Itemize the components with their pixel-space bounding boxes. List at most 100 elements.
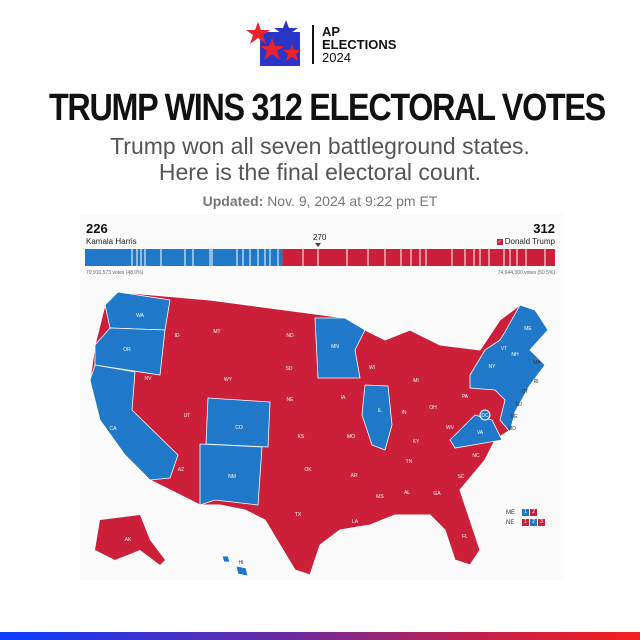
maine-split-legend: ME 1 2 (506, 509, 537, 516)
district-box: 2 (530, 509, 537, 516)
state-label-il: IL (378, 408, 382, 414)
state-label-ar: AR (351, 473, 358, 479)
logo-elections: ELECTIONS (322, 36, 397, 52)
electoral-bar (85, 249, 555, 266)
district-box: 1 (522, 509, 529, 516)
state-shape-hi[interactable] (221, 555, 231, 563)
split-state-label: NE (506, 519, 515, 526)
state-label-nh: NH (511, 352, 519, 358)
dc-marker[interactable] (479, 409, 491, 421)
state-label-fl: FL (462, 534, 468, 540)
state-shape-ak (95, 515, 165, 565)
state-label-ky: KY (413, 439, 420, 445)
state-label-md: MD (508, 426, 516, 432)
state-label-mt: MT (213, 329, 220, 335)
state-shape-ca[interactable] (89, 364, 179, 481)
state-shape-nm[interactable] (199, 443, 263, 506)
state-shape-il[interactable] (361, 384, 393, 451)
state-label-va: VA (477, 430, 484, 436)
state-label-ri: RI (534, 379, 539, 385)
state-label-wa: WA (136, 313, 145, 319)
state-label-ut: UT (184, 413, 191, 419)
state-label-pa: PA (462, 394, 469, 400)
winner-check-icon: ✓ (496, 239, 503, 245)
district-box: 3 (538, 519, 545, 526)
district-box: 1 (522, 519, 529, 526)
state-label-tx: TX (295, 512, 302, 518)
state-label-sc: SC (458, 474, 465, 480)
split-state-label: ME (506, 509, 515, 516)
state-label-ks: KS (298, 434, 305, 440)
updated-value: Nov. 9, 2024 at 9:22 pm ET (267, 193, 438, 209)
headline-wrapper: TRUMP WINS 312 ELECTORAL VOTES (0, 86, 640, 132)
harris-name: Kamala Harris (86, 237, 137, 246)
state-label-wi: WI (369, 365, 375, 371)
state-label-wv: WV (446, 425, 455, 431)
state-label-dc: DC (481, 413, 489, 419)
state-shape-va[interactable] (449, 414, 503, 449)
state-label-vt: VT (501, 346, 507, 352)
state-label-oh: OH (429, 405, 437, 411)
state-label-wy: WY (224, 377, 233, 383)
state-label-me: ME (524, 326, 532, 332)
harris-ev: 226 (86, 221, 108, 236)
stars-logo-icon (246, 20, 301, 66)
district-box: 2 (530, 519, 537, 526)
state-shape-or[interactable] (94, 327, 166, 376)
ap-elections-logo: AP ELECTIONS 2024 (246, 20, 396, 68)
state-label-de: DE (511, 414, 519, 420)
state-label-nv: NV (145, 376, 153, 382)
threshold-marker-icon (315, 243, 321, 247)
state-label-hi: HI (239, 560, 244, 566)
state-label-mo: MO (347, 434, 355, 440)
state-label-co: CO (235, 425, 243, 431)
state-label-tn: TN (406, 459, 413, 465)
threshold-label: 270 (313, 233, 327, 242)
harris-bar-segment (85, 249, 283, 266)
state-label-ms: MS (376, 494, 384, 500)
state-label-ct: CT (522, 389, 529, 395)
gradient-stripe (0, 632, 640, 640)
harris-votes: 70,910,573 votes (48.0%) (86, 270, 144, 276)
state-label-ca: CA (110, 426, 118, 432)
republican-states-shape (89, 291, 549, 576)
trump-votes: 74,644,300 votes (50.5%) (497, 270, 555, 276)
trump-ev: 312 (533, 221, 555, 236)
state-label-ak: AK (125, 537, 132, 543)
state-shape-mn[interactable] (314, 317, 366, 379)
state-label-ma: MA (533, 360, 541, 366)
subhead-line-1: Trump won all seven battleground states. (110, 133, 530, 159)
state-label-az: AZ (178, 467, 184, 473)
trump-bar-segment (282, 249, 555, 266)
state-label-la: LA (352, 519, 359, 525)
state-label-mn: MN (331, 344, 339, 350)
state-label-ok: OK (304, 467, 312, 473)
state-label-ne: NE (287, 397, 295, 403)
updated-label: Updated: (202, 193, 264, 209)
updated-timestamp: Updated: Nov. 9, 2024 at 9:22 pm ET (0, 193, 640, 209)
state-label-nd: ND (286, 333, 294, 339)
state-label-id: ID (175, 333, 180, 339)
logo-year: 2024 (322, 49, 351, 65)
state-label-ga: GA (433, 491, 441, 497)
nebraska-split-legend: NE 1 2 3 (506, 519, 545, 526)
state-label-nm: NM (228, 474, 236, 480)
state-label-or: OR (123, 347, 131, 353)
state-label-sd: SD (286, 366, 293, 372)
state-label-nj: NJ (516, 402, 523, 408)
logo-ap: AP (322, 23, 341, 39)
state-shape-hi2[interactable] (235, 565, 249, 577)
state-label-in: IN (402, 410, 407, 416)
trump-name: Donald Trump (504, 237, 555, 246)
state-label-ny: NY (489, 364, 497, 370)
state-label-ia: IA (341, 395, 346, 401)
trump-name-row: ✓ Donald Trump (496, 237, 555, 247)
state-shape-ne_reg[interactable] (469, 304, 549, 433)
state-shape-co[interactable] (205, 397, 271, 448)
state-label-nc: NC (472, 453, 480, 459)
headline: TRUMP WINS 312 ELECTORAL VOTES (48, 87, 606, 129)
state-label-mi: MI (413, 378, 419, 384)
subheadline: Trump won all seven battleground states.… (0, 133, 640, 185)
subhead-line-2: Here is the final electoral count. (158, 159, 482, 185)
